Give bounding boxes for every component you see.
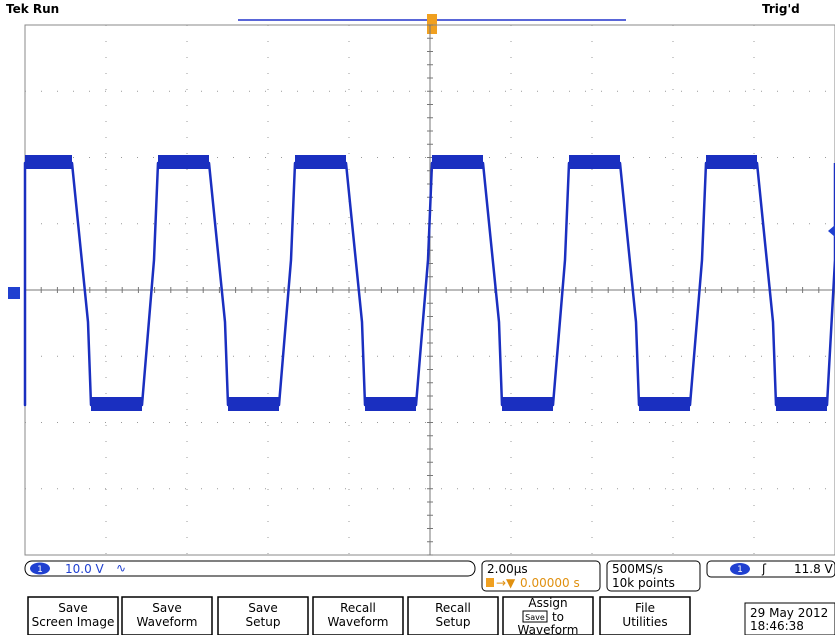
noise-band [706,155,757,169]
sample-rate: 500MS/s [612,562,663,576]
noise-band [91,397,142,411]
noise-band [776,397,827,411]
button-label[interactable]: Recall [340,601,376,615]
trigger-position: 0.00000 s [520,576,580,590]
noise-band [295,155,346,169]
button-label[interactable]: Waveform [328,615,389,629]
bandwidth-icon: ∿ [116,561,126,575]
noise-band [158,155,209,169]
trigger-position-marker [427,14,437,34]
button-label[interactable]: Utilities [622,615,667,629]
record-length: 10k points [612,576,675,590]
button-label[interactable]: Setup [246,615,281,629]
channel-number: 1 [37,565,43,575]
noise-band [365,397,416,411]
button-label[interactable]: Save [58,601,87,615]
time: 18:46:38 [750,619,804,633]
horizontal-scale: 2.00µs [487,562,528,576]
trigger-channel: 1 [737,565,743,575]
button-label[interactable]: File [635,601,655,615]
noise-band [639,397,690,411]
button-label[interactable]: Waveform [137,615,198,629]
date: 29 May 2012 [750,606,828,620]
vertical-scale: 10.0 V [65,562,105,576]
trigger-icon [486,578,494,587]
noise-band [569,155,620,169]
button-label[interactable]: Save [525,613,545,622]
noise-band [25,155,72,169]
status-trig: Trig'd [762,2,800,16]
button-label[interactable]: Save [152,601,181,615]
arrow-icon: →▼ [496,576,516,590]
noise-band [432,155,483,169]
button-label[interactable]: Screen Image [32,615,115,629]
button-label[interactable]: Setup [436,615,471,629]
trigger-level: 11.8 V [794,562,834,576]
channel-ground-marker [8,287,20,299]
status-run: Tek Run [6,2,59,16]
button-label[interactable]: Assign [528,596,567,610]
button-label[interactable]: to [552,610,564,624]
oscilloscope-screen: Tek Run Trig'd 1 10.0 V ∿ 2.00µs →▼ 0.00… [0,0,835,635]
button-label[interactable]: Waveform [518,623,579,635]
button-label[interactable]: Save [248,601,277,615]
button-label[interactable]: Recall [435,601,471,615]
background [0,0,835,635]
noise-band [502,397,553,411]
noise-band [228,397,279,411]
